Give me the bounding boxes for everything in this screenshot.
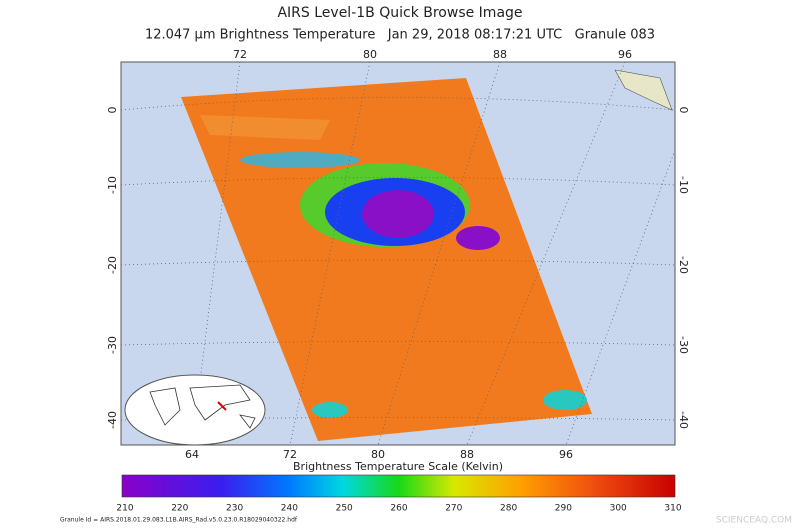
latitude-label: -10: [677, 176, 690, 194]
eye-wall: [362, 190, 434, 238]
colorbar-tick-label: 260: [390, 504, 407, 514]
colorbar-tick-label: 230: [226, 504, 243, 514]
latitude-label: -30: [106, 336, 119, 354]
longitude-label: 80: [371, 448, 385, 461]
colorbar-tick-label: 240: [281, 504, 298, 514]
latitude-label: -40: [106, 411, 119, 429]
latitude-label: -40: [677, 411, 690, 429]
latitude-label: -10: [106, 176, 119, 194]
longitude-label: 80: [363, 48, 377, 61]
cloud: [312, 402, 348, 418]
latitude-label: -30: [677, 336, 690, 354]
colorbar: [121, 474, 676, 498]
longitude-label: 88: [460, 448, 474, 461]
cloud: [200, 115, 330, 140]
granule-id: Granule Id = AIRS.2018.01.29.083.L1B.AIR…: [60, 517, 298, 524]
colorbar-tick-label: 210: [116, 504, 133, 514]
longitude-label: 72: [233, 48, 247, 61]
colorbar-tick-label: 310: [664, 504, 681, 514]
colorbar-tick-label: 290: [555, 504, 572, 514]
map: [120, 61, 676, 446]
cloud: [456, 226, 500, 250]
latitude-label: 0: [677, 107, 690, 114]
longitude-label: 96: [559, 448, 573, 461]
longitude-label: 72: [283, 448, 297, 461]
latitude-label: 0: [106, 107, 119, 114]
latitude-label: -20: [677, 256, 690, 274]
latitude-label: -20: [106, 256, 119, 274]
colorbar-title: Brightness Temperature Scale (Kelvin): [293, 460, 503, 473]
longitude-label: 88: [493, 48, 507, 61]
colorbar-tick-label: 220: [171, 504, 188, 514]
subtitle: 12.047 μm Brightness Temperature Jan 29,…: [145, 28, 655, 43]
colorbar-tick-label: 300: [610, 504, 627, 514]
inset-globe: [124, 374, 266, 446]
colorbar-tick-label: 270: [445, 504, 462, 514]
watermark: SCIENCEAQ.COM: [716, 516, 792, 526]
longitude-label: 64: [185, 448, 199, 461]
longitude-label: 96: [618, 48, 632, 61]
colorbar-tick-label: 250: [336, 504, 353, 514]
title: AIRS Level-1B Quick Browse Image: [277, 5, 522, 21]
colorbar-tick-label: 280: [500, 504, 517, 514]
land: [614, 69, 673, 111]
cloud: [543, 390, 587, 410]
swath: [181, 78, 592, 441]
cloud: [240, 152, 360, 168]
